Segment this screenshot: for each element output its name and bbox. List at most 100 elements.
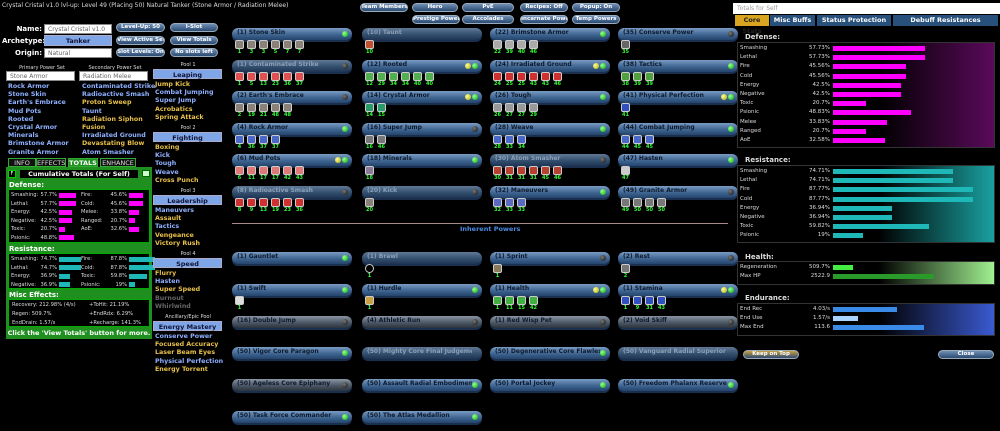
power-option[interactable]: Acrobatics: [155, 105, 193, 113]
i-slot-button[interactable]: I-Slot: [170, 23, 218, 32]
power-button[interactable]: (50) Portal Jockey: [490, 379, 610, 391]
origin-select[interactable]: Natural: [44, 48, 112, 58]
enhancement-slot-icon[interactable]: [621, 264, 630, 273]
enhancement-slot-icon[interactable]: [259, 40, 268, 49]
power-option[interactable]: Brimstone Armor: [8, 140, 69, 148]
power-option[interactable]: Conserve Power: [155, 333, 213, 340]
power-button[interactable]: (30) Atom Smasher: [490, 154, 610, 167]
power-option[interactable]: Super Jump: [155, 97, 196, 105]
pool-select-4[interactable]: Energy Mastery: [153, 321, 222, 331]
enhancement-slot-icon[interactable]: [517, 134, 526, 144]
power-option[interactable]: Rock Armor: [8, 83, 50, 90]
active-toggle-icon[interactable]: [600, 287, 606, 293]
view-active-sets-button[interactable]: View Active Sets: [116, 36, 165, 45]
active-toggle-icon[interactable]: [472, 94, 478, 101]
enhancement-slot-icon[interactable]: [235, 198, 244, 207]
power-button[interactable]: (6) Mud Pots: [232, 154, 352, 167]
enhancement-slot-icon[interactable]: [621, 71, 630, 81]
enhancement-slot-icon[interactable]: [645, 134, 654, 144]
enhancement-slot-icon[interactable]: [235, 103, 244, 113]
power-option[interactable]: Crystal Armor: [8, 124, 58, 132]
power-button[interactable]: (2) Rest: [618, 252, 738, 264]
power-button[interactable]: (1) Health: [490, 284, 610, 296]
proc-toggle-icon[interactable]: [335, 157, 341, 164]
power-option[interactable]: Kick: [155, 152, 170, 160]
enhancement-slot-icon[interactable]: [401, 71, 410, 81]
active-toggle-icon[interactable]: [728, 62, 734, 69]
power-button[interactable]: (50) Freedom Phalanx Reserve: [618, 379, 738, 391]
power-button[interactable]: (50) Vigor Core Paragon: [232, 347, 352, 359]
enhancement-slot-icon[interactable]: [517, 71, 526, 81]
enhancement-slot-icon[interactable]: [295, 166, 304, 176]
power-option[interactable]: Devastating Blow: [82, 140, 145, 148]
active-toggle-icon[interactable]: [600, 382, 606, 388]
inactive-toggle-icon[interactable]: [728, 189, 734, 195]
power-option[interactable]: Hasten: [155, 278, 181, 286]
enhancement-slot-icon[interactable]: [529, 296, 538, 305]
power-option[interactable]: Energy Torrent: [155, 365, 208, 373]
enhancement-slot-icon[interactable]: [295, 71, 304, 81]
pool-select-0[interactable]: Leaping: [153, 69, 222, 79]
keep-on-top-button[interactable]: Keep on Top: [743, 350, 799, 359]
active-toggle-icon[interactable]: [472, 287, 478, 293]
power-option[interactable]: Atom Smasher: [82, 148, 134, 156]
enhancement-slot-icon[interactable]: [505, 134, 514, 144]
enhancement-slot-icon[interactable]: [633, 296, 642, 305]
enhancement-slot-icon[interactable]: [259, 103, 268, 113]
enhancement-slot-icon[interactable]: [271, 166, 280, 176]
enhancement-slot-icon[interactable]: [621, 296, 630, 305]
enhancement-slot-icon[interactable]: [529, 40, 538, 49]
enhancement-slot-icon[interactable]: [657, 296, 666, 305]
tab-info[interactable]: INFO: [8, 158, 36, 167]
enhancement-slot-icon[interactable]: [283, 198, 292, 207]
inactive-toggle-icon[interactable]: [600, 319, 606, 325]
proc-toggle-icon[interactable]: [465, 94, 471, 101]
power-button[interactable]: (20) Kick: [362, 186, 482, 198]
tab-totals[interactable]: TOTALS: [68, 158, 98, 167]
power-option[interactable]: Combat Jumping: [155, 89, 214, 97]
inactive-toggle-icon[interactable]: [342, 319, 348, 325]
active-toggle-icon[interactable]: [600, 189, 606, 195]
enhancement-slot-icon[interactable]: [493, 103, 502, 113]
power-button[interactable]: (12) Rooted: [362, 59, 482, 72]
power-button[interactable]: (47) Hasten: [618, 154, 738, 167]
enhancement-slot-icon[interactable]: [271, 134, 280, 144]
power-button[interactable]: (49) Granite Armor: [618, 186, 738, 198]
enhancement-slot-icon[interactable]: [553, 166, 562, 176]
enhancement-slot-icon[interactable]: [621, 40, 630, 49]
enhancement-slot-icon[interactable]: [621, 134, 630, 144]
enhancement-slot-icon[interactable]: [235, 166, 244, 176]
power-button[interactable]: (2) Void Skiff: [618, 316, 738, 328]
enhancement-slot-icon[interactable]: [365, 40, 374, 49]
active-toggle-icon[interactable]: [600, 350, 606, 356]
power-button[interactable]: (16) Double Jump: [232, 316, 352, 328]
pool-select-3[interactable]: Speed: [153, 258, 222, 268]
inactive-toggle-icon[interactable]: [472, 319, 478, 325]
power-button[interactable]: (8) Radioactive Smash: [232, 186, 352, 198]
active-toggle-icon[interactable]: [728, 287, 734, 293]
inactive-toggle-icon[interactable]: [600, 255, 606, 261]
power-option[interactable]: Focused Accuracy: [155, 341, 219, 349]
enhancement-slot-icon[interactable]: [541, 166, 550, 176]
power-button[interactable]: (1) Swift: [232, 284, 352, 296]
enhancement-slot-icon[interactable]: [633, 134, 642, 144]
enhancement-slot-icon[interactable]: [365, 134, 374, 144]
no-slots-button[interactable]: No slots left: [170, 48, 218, 57]
expand-icon[interactable]: [142, 170, 150, 177]
power-button[interactable]: (1) Stone Skin: [232, 28, 352, 40]
top-button[interactable]: Temp Powers: [572, 15, 620, 24]
tab-misc-buffs[interactable]: Misc Buffs: [770, 15, 815, 26]
power-button[interactable]: (41) Physical Perfection: [618, 91, 738, 104]
enhancement-slot-icon[interactable]: [493, 71, 502, 81]
enhancement-slot-icon[interactable]: [377, 103, 386, 113]
power-option[interactable]: Maneuvers: [155, 207, 194, 214]
power-button[interactable]: (50) Mighty Core Final Judgement: [362, 347, 482, 359]
tab-core-stats[interactable]: Core Stats: [735, 15, 769, 35]
power-option[interactable]: Proton Sweep: [82, 99, 132, 107]
top-button[interactable]: Incarnate Powers: [520, 15, 568, 24]
enhancement-slot-icon[interactable]: [295, 198, 304, 207]
enhancement-slot-icon[interactable]: [247, 71, 256, 81]
active-toggle-icon[interactable]: [472, 414, 478, 420]
power-option[interactable]: Jump Kick: [155, 81, 191, 88]
enhancement-slot-icon[interactable]: [505, 296, 514, 305]
